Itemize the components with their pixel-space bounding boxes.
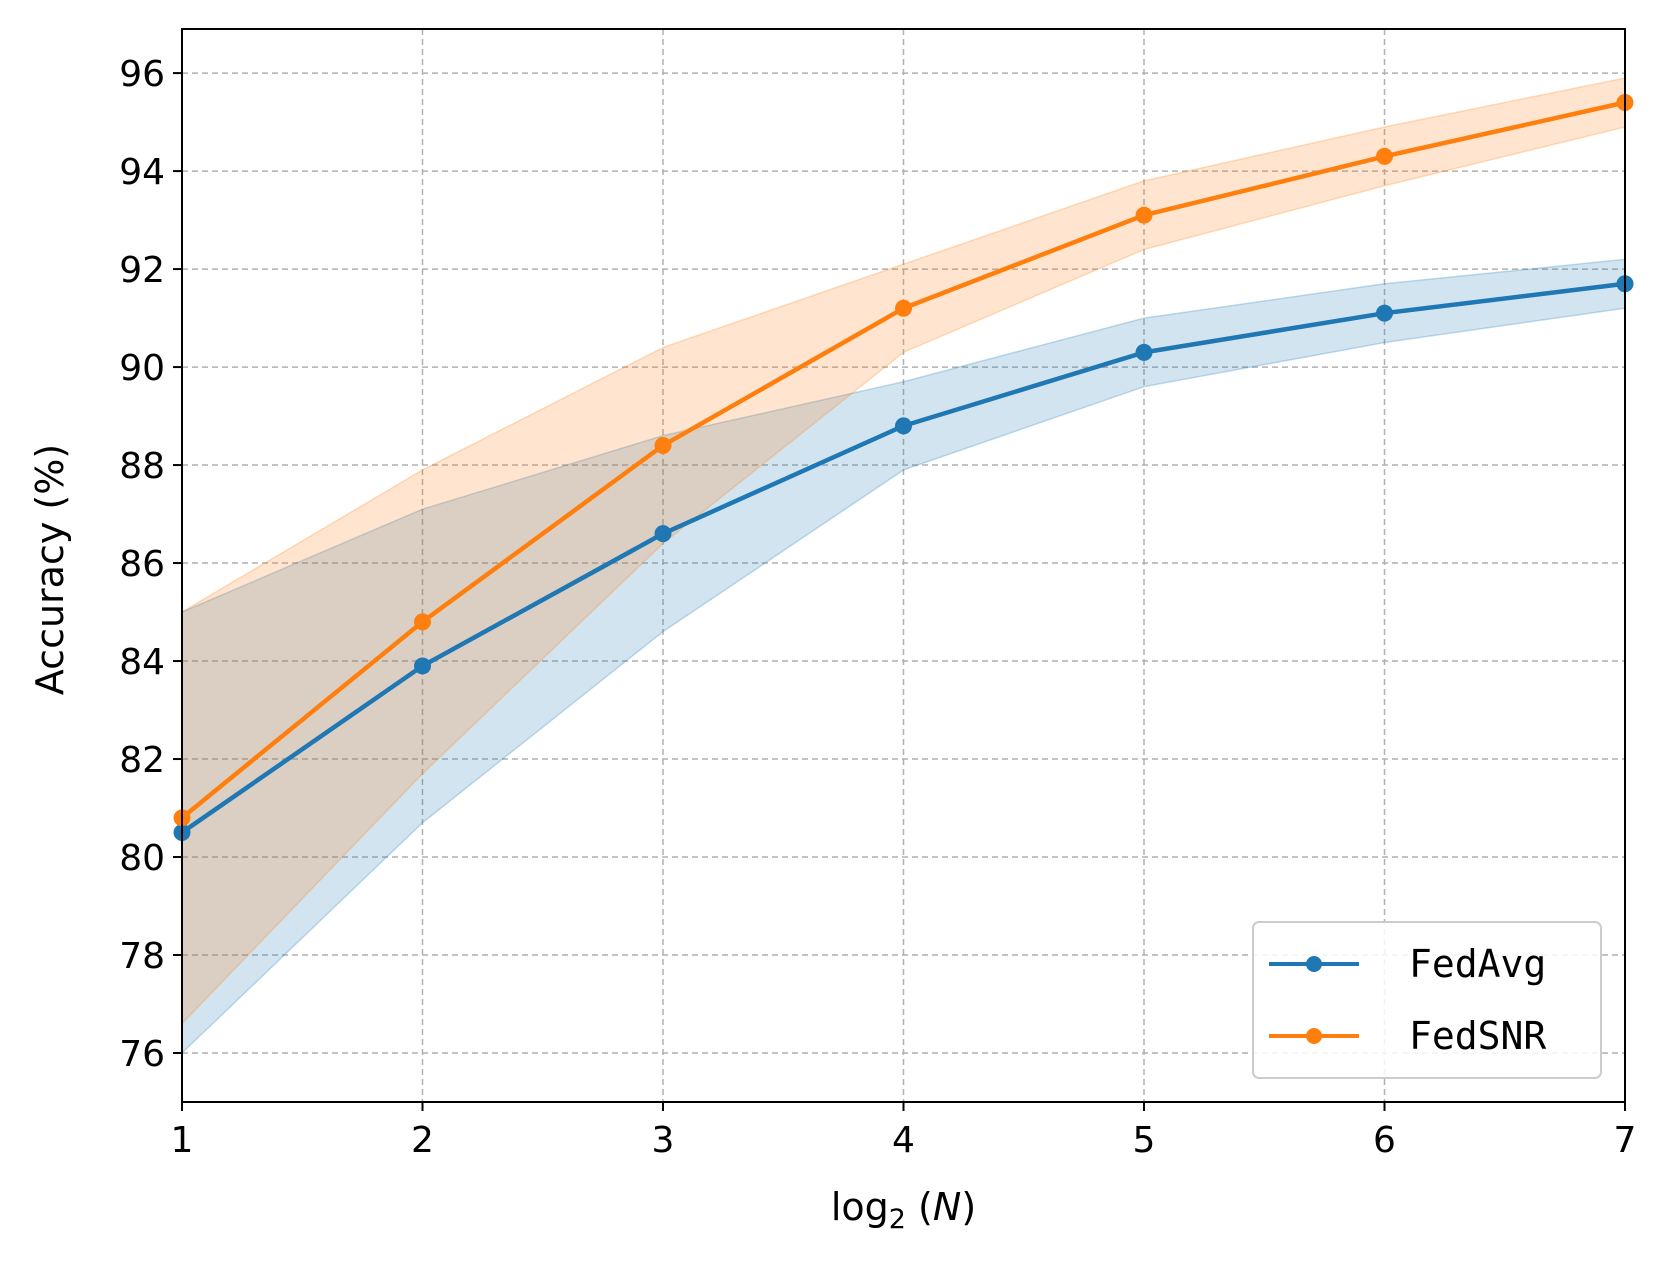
y-tick-label-76: 76 bbox=[119, 1034, 165, 1075]
x-axis-title-argument: N bbox=[933, 1185, 961, 1229]
y-axis-title: Accuracy (%) bbox=[28, 444, 72, 695]
point-fedavg-6 bbox=[1376, 304, 1393, 322]
legend-entry-fedavg: FedAvg bbox=[1269, 942, 1546, 986]
x-tick-label-2: 2 bbox=[411, 1120, 434, 1161]
point-fedsnr-3 bbox=[654, 436, 672, 454]
legend-label-fedsnr: FedSNR bbox=[1409, 1014, 1546, 1058]
y-tick-label-86: 86 bbox=[119, 544, 165, 585]
y-tick-label-94: 94 bbox=[119, 152, 165, 193]
x-tick-label-7: 7 bbox=[1614, 1120, 1637, 1161]
point-fedsnr-2 bbox=[414, 613, 431, 631]
point-fedavg-5 bbox=[1135, 343, 1153, 361]
legend-entry-fedsnr: FedSNR bbox=[1269, 1014, 1546, 1058]
y-tick-label-90: 90 bbox=[119, 348, 165, 389]
y-tick-label-96: 96 bbox=[119, 54, 165, 95]
y-tick-label-82: 82 bbox=[119, 740, 165, 781]
y-tick-label-80: 80 bbox=[119, 838, 165, 879]
x-tick-label-4: 4 bbox=[892, 1120, 915, 1161]
point-fedavg-2 bbox=[414, 657, 431, 675]
point-fedsnr-6 bbox=[1376, 147, 1393, 165]
point-fedavg-4 bbox=[895, 417, 912, 435]
x-tick-label-6: 6 bbox=[1373, 1120, 1396, 1161]
point-fedsnr-4 bbox=[895, 299, 912, 317]
x-tick-label-1: 1 bbox=[171, 1120, 194, 1161]
point-fedsnr-5 bbox=[1135, 206, 1153, 224]
y-tick-label-88: 88 bbox=[119, 446, 165, 487]
legend-box bbox=[1252, 921, 1602, 1079]
y-tick-label-92: 92 bbox=[119, 250, 165, 291]
x-axis-title-subscript: 2 bbox=[889, 1204, 906, 1235]
axis-ticks: 1 2 3 4 5 6 7 76 78 80 82 84 86 88 90 92 94 96 bbox=[119, 54, 1636, 1161]
x-axis-title: log2 (N) bbox=[831, 1185, 976, 1235]
legend-label-fedavg: FedAvg bbox=[1409, 942, 1546, 986]
legend: FedAvg FedSNR bbox=[1252, 921, 1602, 1079]
y-tick-label-84: 84 bbox=[119, 642, 165, 683]
point-fedavg-3 bbox=[654, 525, 672, 543]
y-tick-label-78: 78 bbox=[119, 936, 165, 977]
x-tick-label-3: 3 bbox=[652, 1120, 675, 1161]
x-tick-label-5: 5 bbox=[1133, 1120, 1156, 1161]
